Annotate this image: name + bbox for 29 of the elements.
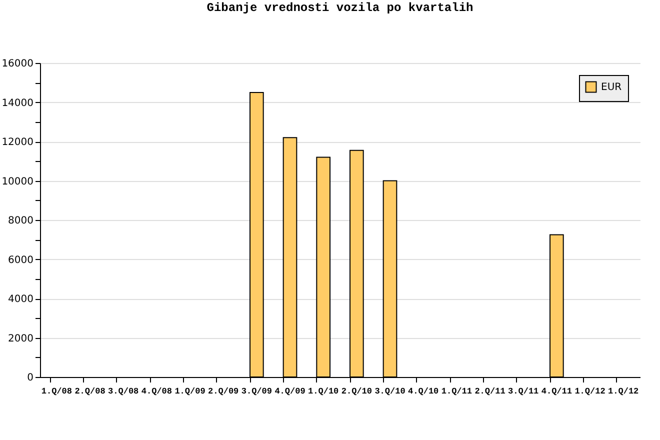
x-tick-label: 3.Q/11: [508, 386, 539, 396]
chart-title: Gibanje vrednosti vozila po kvartalih: [206, 1, 474, 15]
y-tick-label: 10000: [2, 176, 34, 188]
x-tick-label: 2.Q/09: [208, 386, 239, 396]
x-tick-label: 3.Q/08: [108, 386, 139, 396]
x-tick-label: 4.Q/10: [408, 386, 439, 396]
y-tick-label: 4000: [8, 294, 34, 305]
x-tick-label: 3.Q/10: [374, 386, 406, 396]
x-tick-label: 2.Q/11: [474, 386, 506, 396]
y-tick-label: 2000: [8, 333, 34, 344]
x-tick-label: 1.Q/12: [574, 386, 606, 396]
x-tick-label: 4.Q/09: [274, 386, 306, 396]
x-tick-label: 1.Q/11: [441, 386, 472, 396]
x-tick-label: 1.Q/12: [608, 386, 639, 396]
x-tick-label: 2.Q/08: [74, 386, 106, 396]
y-tick-label: 6000: [8, 254, 34, 266]
x-tick-label: 4.Q/11: [541, 386, 572, 396]
y-tick-label: 0: [27, 372, 34, 384]
y-tick-label: 14000: [2, 98, 34, 109]
x-tick-label: 2.Q/10: [341, 386, 372, 396]
y-tick-label: 16000: [2, 58, 34, 70]
y-tick-label: 12000: [2, 137, 34, 148]
x-tick-label: 1.Q/09: [174, 386, 206, 396]
legend-label: EUR: [601, 82, 622, 93]
x-tick-label: 1.Q/08: [41, 386, 72, 396]
x-tick-label: 4.Q/08: [141, 386, 172, 396]
x-tick-label: 3.Q/09: [241, 386, 272, 396]
y-tick-label: 8000: [8, 216, 34, 226]
x-tick-label: 1.Q/10: [308, 386, 339, 396]
